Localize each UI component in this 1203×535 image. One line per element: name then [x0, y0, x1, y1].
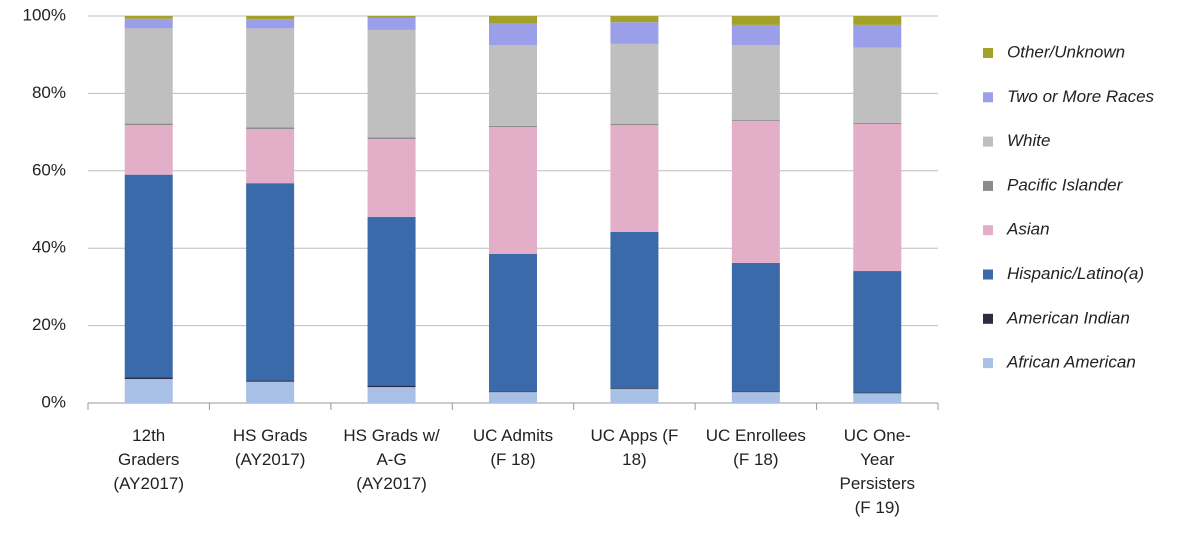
legend-label: Two or More Races: [1007, 87, 1155, 106]
legend-swatch: [983, 48, 993, 58]
bar-segment: [731, 119, 780, 121]
bar-segment: [246, 381, 295, 403]
bar-segment: [731, 24, 780, 46]
bar-segment: [367, 137, 416, 140]
legend-label: American Indian: [1006, 308, 1130, 327]
bar-segment: [853, 392, 902, 394]
y-tick-label: 20%: [32, 315, 66, 334]
y-tick-label: 80%: [32, 83, 66, 102]
bar-segment: [610, 125, 659, 232]
x-tick-label: HS Grads w/A-G (AY2017): [343, 426, 440, 493]
bar-segment: [124, 174, 173, 378]
x-tick-label: 12th Graders (AY2017): [113, 426, 184, 493]
bar-segment: [367, 387, 416, 403]
legend-swatch: [983, 225, 993, 236]
bar-segment: [124, 377, 173, 380]
bar-segment: [367, 29, 416, 138]
bar-segment: [124, 28, 173, 124]
bar-segment: [489, 391, 537, 393]
bar-segment: [610, 43, 659, 124]
bar-segment: [489, 23, 537, 46]
legend-label: Other/Unknown: [1007, 42, 1125, 61]
bar-segment: [731, 262, 780, 392]
bar-segment: [853, 16, 902, 25]
bar-segment: [489, 125, 537, 128]
bar-segment: [853, 24, 902, 48]
bar-segment: [610, 388, 659, 390]
bar-segment: [853, 122, 902, 124]
bar-segment: [610, 22, 659, 44]
legend-swatch: [983, 136, 993, 147]
legend-label: Hispanic/Latino(a): [1007, 264, 1144, 283]
bar-segment: [246, 16, 295, 20]
x-tick-label: UC Admits (F 18): [473, 426, 553, 469]
bar-segment: [731, 16, 780, 25]
x-tick-label: HS Grads (AY2017): [233, 426, 308, 469]
bar-segment: [246, 28, 295, 128]
bar-segment: [124, 16, 173, 19]
bar-segment: [367, 16, 416, 18]
legend-label: White: [1007, 131, 1050, 150]
bar-segment: [853, 47, 902, 123]
legend: African American American Indian Hispanic/…: [983, 42, 1155, 372]
bar-segment: [489, 254, 537, 392]
y-tick-label: 40%: [32, 238, 66, 257]
bar-segment: [853, 271, 902, 393]
legend-swatch: [983, 180, 993, 191]
legend-swatch: [983, 92, 993, 103]
x-tick-label: UC Enrollees (F 18): [706, 426, 806, 469]
legend-swatch: [983, 313, 993, 324]
y-tick-label: 100%: [23, 5, 66, 24]
bar-segment: [853, 123, 902, 272]
bar-segment: [853, 393, 902, 403]
bar-segment: [124, 123, 173, 126]
bar-segment: [246, 129, 295, 184]
x-tick-label: UC Apps (F 18): [590, 426, 678, 469]
x-tick-label: UC One-Year Persisters (F 19): [839, 426, 915, 517]
y-tick-label: 60%: [32, 160, 66, 179]
bar-segment: [246, 19, 295, 29]
bar-segment: [367, 17, 416, 30]
bar-segment: [367, 139, 416, 217]
bar-segment: [731, 120, 780, 263]
legend-swatch: [983, 358, 993, 369]
bar-segment: [246, 380, 295, 382]
y-tick-label: 0%: [41, 392, 66, 411]
bar-segment: [489, 45, 537, 126]
legend-label: African American: [1006, 353, 1136, 372]
bar-segment: [610, 231, 659, 389]
bar-segment: [124, 125, 173, 175]
bar-segment: [246, 183, 295, 381]
bar-segment: [489, 127, 537, 255]
legend-swatch: [983, 269, 993, 280]
bar-segment: [124, 18, 173, 29]
legend-label: Asian: [1006, 220, 1050, 239]
bar-segment: [489, 16, 537, 24]
bar-segment: [489, 392, 537, 403]
bar-segment: [731, 45, 780, 120]
bar-segment: [610, 16, 659, 23]
bar-segment: [610, 123, 659, 126]
bar-segment: [731, 392, 780, 403]
bar-segment: [731, 391, 780, 393]
bar-segment: [367, 385, 416, 388]
legend-label: Pacific Islander: [1007, 175, 1124, 194]
bar-segment: [367, 216, 416, 386]
bar-segment: [610, 389, 659, 403]
bar-segment: [124, 379, 173, 403]
bar-segment: [246, 127, 295, 130]
